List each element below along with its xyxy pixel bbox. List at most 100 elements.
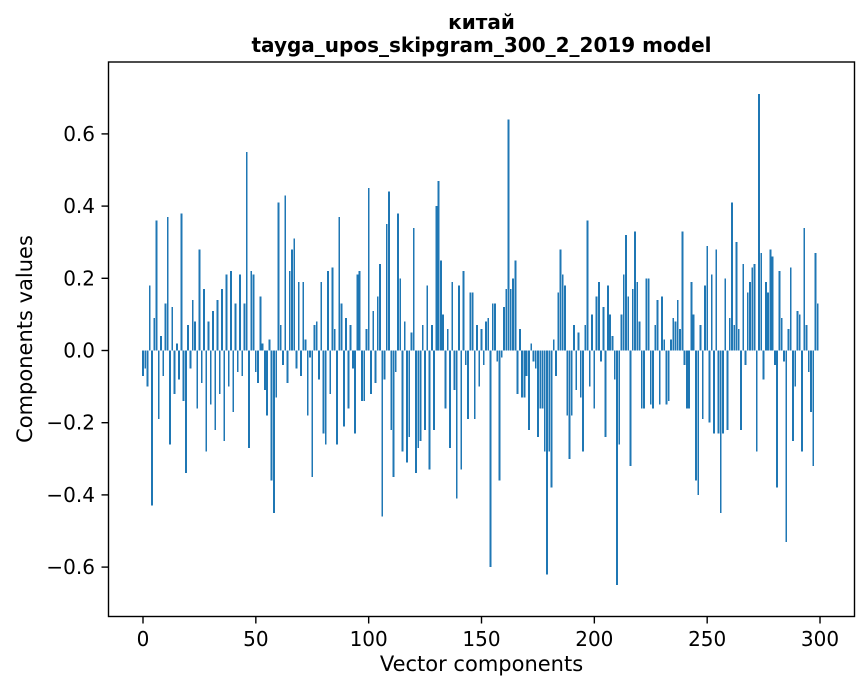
bar [318,350,320,380]
bar [243,303,246,351]
bar [758,94,760,351]
bar [435,206,438,351]
bar [658,350,661,405]
bar [266,350,269,416]
bar [541,350,544,409]
bar [191,299,194,351]
bar [212,310,214,351]
bar [390,350,393,430]
bar [706,245,709,351]
bar [609,314,612,351]
bar [676,299,679,351]
bar [462,271,465,351]
bar [444,350,447,409]
y-tick-label: −0.6 [46,555,95,579]
y-tick-label: 0.2 [63,266,95,290]
x-tick-label: 0 [137,627,150,651]
bar [403,321,406,351]
bar [157,350,160,420]
bar [297,281,300,351]
bar [333,328,336,351]
bar [225,274,228,351]
bar [162,350,165,376]
bar [155,220,158,351]
bar [690,281,693,351]
bar [275,350,278,398]
bar [555,350,557,376]
bar [349,325,352,351]
bar [636,281,639,351]
bar [421,325,424,351]
bar [433,350,436,430]
bar [602,307,605,351]
bar [194,321,196,351]
bar [406,350,408,463]
bar [205,350,208,452]
bar [397,213,399,351]
bar [376,296,379,351]
bar [780,318,783,351]
bar [218,350,221,394]
bar [173,350,176,394]
bar [740,350,742,430]
bar [374,350,377,383]
bar [496,350,499,362]
bar [453,350,456,391]
bar [491,303,494,351]
bar [733,325,736,351]
bar [383,350,386,380]
bar [812,350,815,467]
bar [534,350,537,369]
bar [469,292,472,351]
chart-subtitle: tayga_upos_skipgram_300_2_2019 model [252,33,712,57]
bar [358,271,361,351]
bar [719,350,722,513]
bar [550,350,553,488]
bar [148,285,151,351]
bar [647,278,650,351]
y-tick-label: 0.0 [63,339,95,363]
bar [521,350,524,398]
bar [284,195,287,351]
bar [591,314,593,351]
bar [182,350,185,402]
bar [663,339,666,351]
bar [171,307,174,351]
bar [704,285,706,351]
bar [282,350,284,365]
bar [178,350,181,380]
bar [361,350,363,402]
bar [306,350,309,416]
bar [656,299,659,351]
bar [735,242,738,351]
y-tick-label: −0.4 [46,483,95,507]
bar [588,350,591,387]
bar [320,281,323,351]
bar [528,350,530,430]
bar [575,350,578,391]
bar [713,350,715,434]
bar [340,303,343,351]
bar [408,350,411,438]
bar [792,350,794,441]
bar [654,325,657,351]
bar [625,234,627,351]
bar [760,253,763,351]
bar [388,191,390,351]
bar [665,350,668,405]
bar [582,350,584,452]
bar [356,274,359,351]
bar [771,256,774,351]
x-tick-label: 300 [801,627,839,651]
y-axis-ticks: 0.6 0.4 0.2 0.0 −0.2 −0.4 −0.6 [46,122,109,579]
bar [487,318,490,351]
bar [537,350,539,438]
bar [769,249,772,351]
bar [516,350,519,394]
bar [787,328,790,351]
bar [467,350,469,420]
bar [731,202,733,351]
bar [478,350,481,387]
bar [184,350,187,474]
y-tick-label: 0.6 [63,122,95,146]
